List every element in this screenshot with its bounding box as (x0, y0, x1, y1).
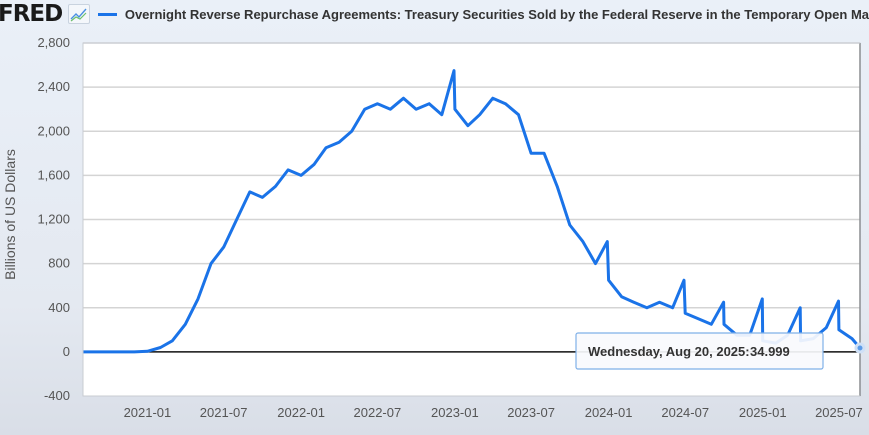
x-tick-label: 2023-07 (507, 405, 555, 420)
x-tick-label: 2022-01 (277, 405, 325, 420)
legend-swatch (98, 12, 117, 16)
x-tick-label: 2025-01 (739, 405, 787, 420)
y-tick-label: 2,000 (37, 123, 70, 138)
y-tick-label: 800 (48, 256, 70, 271)
y-tick-label: 2,800 (37, 35, 70, 50)
fred-logo[interactable]: FRED (0, 1, 63, 27)
x-tick-label: 2024-07 (661, 405, 709, 420)
chart-header: FRED Overnight Reverse Repurchase Agreem… (0, 0, 869, 28)
y-tick-label: 400 (48, 300, 70, 315)
y-tick-label: 0 (63, 344, 70, 359)
tooltip-box (575, 332, 824, 370)
tooltip: Wednesday, Aug 20, 2025: 34.999 (575, 332, 824, 370)
series-line[interactable] (83, 69, 862, 354)
y-tick-label: -400 (44, 388, 70, 403)
x-tick-label: 2025-07 (815, 405, 863, 420)
tooltip-value: 34.999 (750, 344, 790, 359)
y-tick-label: 1,600 (37, 167, 70, 182)
x-tick-label: 2022-07 (354, 405, 402, 420)
y-tick-label: 2,400 (37, 79, 70, 94)
hover-marker (854, 342, 866, 354)
y-tick-label: 1,200 (37, 212, 70, 227)
plot-border (82, 42, 861, 397)
x-tick-label: 2021-07 (200, 405, 248, 420)
series-title[interactable]: Overnight Reverse Repurchase Agreements:… (124, 6, 869, 22)
y-axis-label: Billions of US Dollars (2, 149, 18, 280)
x-tick-label: 2023-01 (431, 405, 479, 420)
chart-line-icon[interactable] (68, 4, 91, 24)
x-tick-label: 2024-01 (585, 405, 633, 420)
x-tick-label: 2021-01 (124, 405, 172, 420)
tooltip-date: Wednesday, Aug 20, 2025: (588, 344, 750, 359)
